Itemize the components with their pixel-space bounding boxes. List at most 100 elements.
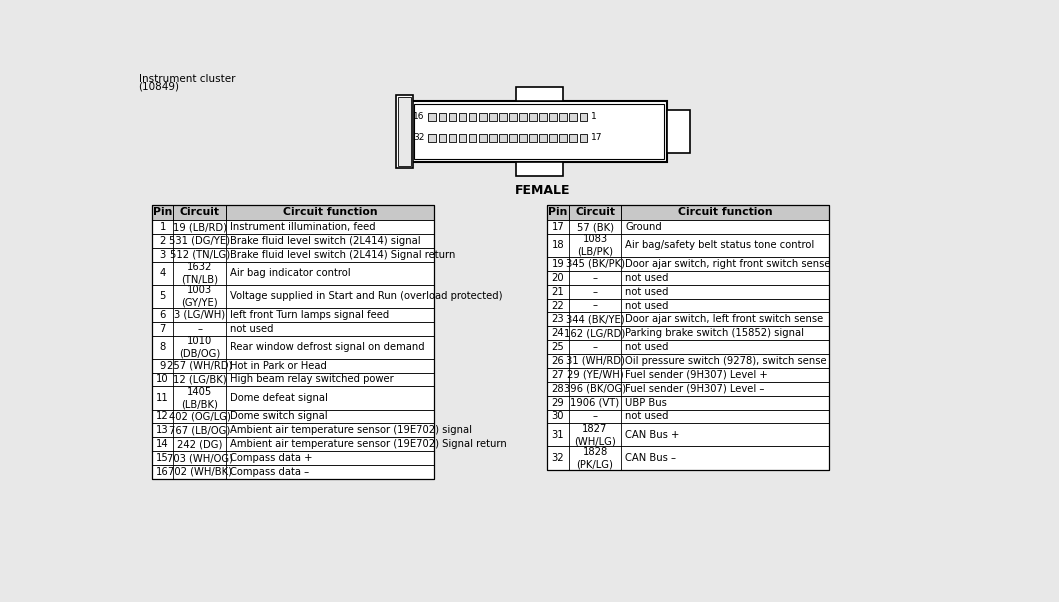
Text: Brake fluid level switch (2L414) Signal return: Brake fluid level switch (2L414) Signal … [230,250,455,259]
Text: Door ajar switch, right front switch sense: Door ajar switch, right front switch sen… [625,259,830,269]
Text: Ambient air temperature sensor (19E702) Signal return: Ambient air temperature sensor (19E702) … [230,439,507,449]
Text: 9: 9 [160,361,166,371]
Text: 402 (OG/LG): 402 (OG/LG) [168,411,231,421]
Bar [548,220,829,234]
Text: 23: 23 [552,314,564,324]
Bar [151,285,434,308]
Bar [519,113,526,121]
Text: 17: 17 [552,222,564,232]
Text: 20: 20 [552,273,564,283]
Text: 15: 15 [157,453,169,463]
Bar [151,335,434,359]
Text: 1083
(LB/PK): 1083 (LB/PK) [577,234,613,256]
Text: 11: 11 [157,393,169,403]
Text: 32: 32 [552,453,564,463]
Text: Compass data –: Compass data – [230,467,309,477]
Text: Rear window defrost signal on demand: Rear window defrost signal on demand [230,342,425,352]
Bar [429,134,436,141]
Text: Voltage supplied in Start and Run (overload protected): Voltage supplied in Start and Run (overl… [230,291,503,302]
Text: Circuit: Circuit [180,207,220,217]
Text: 344 (BK/YE): 344 (BK/YE) [566,314,625,324]
Text: 6: 6 [160,310,166,320]
Text: (10849): (10849) [139,81,180,92]
Text: 512 (TN/LG): 512 (TN/LG) [169,250,230,259]
Text: UBP Bus: UBP Bus [625,397,667,408]
Text: Fuel sender (9H307) Level –: Fuel sender (9H307) Level – [625,383,765,394]
Bar [489,113,497,121]
Bar [539,113,548,121]
Bar [548,447,829,470]
Text: Circuit function: Circuit function [678,207,773,217]
Text: Air bag indicator control: Air bag indicator control [230,268,351,278]
Bar [151,262,434,285]
Bar [469,113,477,121]
Bar [548,205,829,470]
Text: 2: 2 [160,236,166,246]
Bar [398,97,411,166]
Text: not used: not used [625,273,669,283]
Text: 25: 25 [552,342,564,352]
Text: Ground: Ground [625,222,662,232]
Text: Ambient air temperature sensor (19E702) signal: Ambient air temperature sensor (19E702) … [230,425,472,435]
Text: not used: not used [230,324,273,334]
Text: Door ajar switch, left front switch sense: Door ajar switch, left front switch sens… [625,314,824,324]
Text: 531 (DG/YE): 531 (DG/YE) [169,236,230,246]
Bar [151,205,434,479]
Bar [151,386,434,409]
Text: 396 (BK/OG): 396 (BK/OG) [564,383,626,394]
Bar [151,359,434,373]
Bar [550,134,557,141]
Bar [548,285,829,299]
Text: Dome defeat signal: Dome defeat signal [230,393,328,403]
Bar [550,113,557,121]
Text: Circuit function: Circuit function [283,207,377,217]
Bar [516,87,562,101]
Bar [548,396,829,409]
Text: 1003
(GY/YE): 1003 (GY/YE) [181,285,218,308]
Text: 162 (LG/RD): 162 (LG/RD) [564,328,626,338]
Bar [548,234,829,257]
Text: 3 (LG/WH): 3 (LG/WH) [175,310,226,320]
Text: 1405
(LB/BK): 1405 (LB/BK) [181,386,218,409]
Text: 702 (WH/BK): 702 (WH/BK) [167,467,232,477]
Bar [411,101,667,163]
Bar [414,104,664,160]
Bar [548,423,829,447]
Text: Parking brake switch (15852) signal: Parking brake switch (15852) signal [625,328,804,338]
Text: not used: not used [625,300,669,311]
Bar [151,437,434,451]
Bar [151,423,434,437]
Bar [548,257,829,271]
Text: Air bag/safety belt status tone control: Air bag/safety belt status tone control [625,240,814,250]
Bar [438,134,446,141]
Bar [151,248,434,262]
Text: 1828
(PK/LG): 1828 (PK/LG) [576,447,613,469]
Bar [479,134,486,141]
Text: 7: 7 [160,324,166,334]
Bar [499,113,506,121]
Bar [469,134,477,141]
Bar [151,234,434,248]
Text: 1827
(WH/LG): 1827 (WH/LG) [574,424,616,446]
Text: 30: 30 [552,411,564,421]
Text: –: – [593,287,597,297]
Text: 14: 14 [157,439,169,449]
Text: Instrument cluster: Instrument cluster [139,74,235,84]
Text: 242 (DG): 242 (DG) [177,439,222,449]
Text: –: – [197,324,202,334]
Bar [151,321,434,335]
Bar [548,205,829,220]
Bar [548,326,829,340]
Bar [151,205,434,220]
Text: 5: 5 [160,291,166,302]
Text: Pin: Pin [152,207,173,217]
Text: not used: not used [625,342,669,352]
Text: 1010
(DB/OG): 1010 (DB/OG) [179,336,220,358]
Text: –: – [593,411,597,421]
Text: 12 (LG/BK): 12 (LG/BK) [173,374,227,385]
Text: 1906 (VT): 1906 (VT) [571,397,620,408]
Text: 767 (LB/OG): 767 (LB/OG) [169,425,231,435]
Text: 16: 16 [413,113,425,122]
Text: 26: 26 [552,356,564,366]
Text: not used: not used [625,411,669,421]
